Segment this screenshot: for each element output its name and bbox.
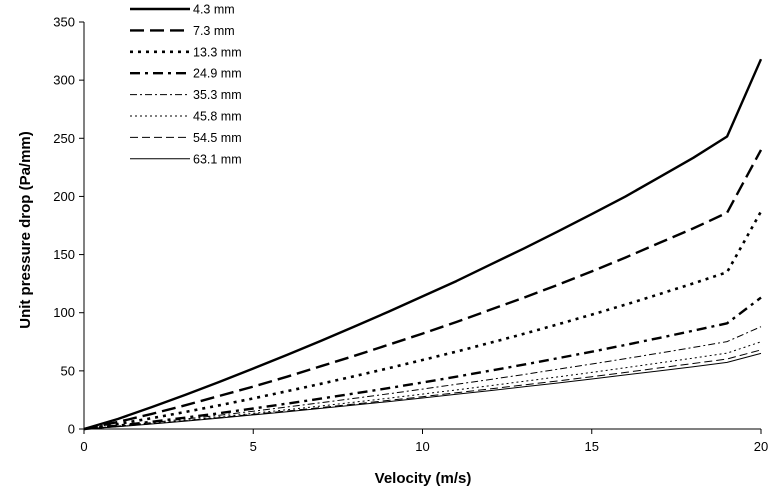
y-tick-label: 200 (53, 189, 75, 204)
y-tick-label: 300 (53, 73, 75, 88)
y-axis-title: Unit pressure drop (Pa/mm) (17, 131, 34, 329)
x-tick-label: 5 (250, 439, 257, 454)
x-axis-title: Velocity (m/s) (375, 470, 472, 487)
x-tick-label: 0 (80, 439, 87, 454)
legend-label: 7.3 mm (193, 24, 235, 38)
legend-label: 13.3 mm (193, 45, 242, 59)
series-line-6 (83, 341, 762, 430)
series-line-1 (83, 58, 763, 431)
x-tick-label: 10 (415, 439, 429, 454)
legend-label: 35.3 mm (193, 88, 242, 102)
y-tick-label: 350 (53, 15, 75, 30)
x-tick-label: 20 (754, 439, 768, 454)
y-axis: 0 50 100 150 200 250 300 350 (53, 15, 85, 437)
legend-label: 24.9 mm (193, 67, 242, 81)
x-axis: 0 5 10 15 20 (80, 428, 768, 454)
x-tick-label: 15 (585, 439, 599, 454)
y-tick-label: 100 (53, 305, 75, 320)
series-line-3 (83, 210, 763, 431)
legend-label: 63.1 mm (193, 152, 242, 166)
legend-label: 54.5 mm (193, 131, 242, 145)
legend-label: 4.3 mm (193, 3, 235, 17)
series-layer (83, 58, 763, 431)
series-line-2 (83, 149, 763, 431)
y-tick-label: 0 (68, 422, 75, 437)
y-tick-label: 250 (53, 131, 75, 146)
y-tick-label: 150 (53, 247, 75, 262)
y-tick-label: 50 (61, 363, 75, 378)
series-line-5 (83, 326, 762, 430)
legend: 4.3 mm 7.3 mm 13.3 mm 24.9 mm 35.3 mm 45.8 mm… (130, 3, 242, 166)
legend-label: 45.8 mm (193, 110, 242, 124)
series-line-8 (83, 352, 762, 430)
series-line-4 (83, 296, 762, 431)
